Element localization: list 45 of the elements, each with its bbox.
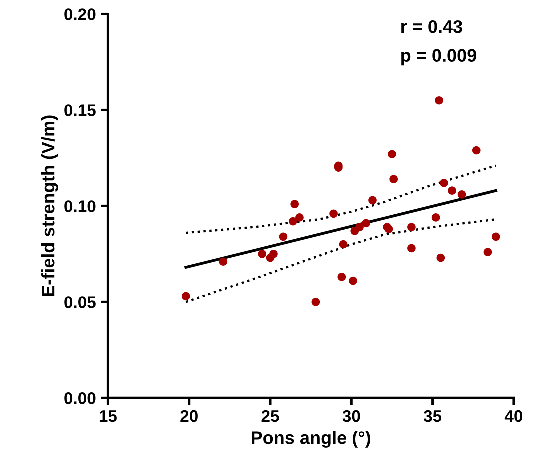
point	[492, 232, 500, 242]
point	[362, 219, 370, 228]
y-axis-title: E-field strength (V/m)	[41, 116, 58, 296]
point	[458, 190, 466, 199]
y-tick-label: 0.00	[64, 392, 96, 404]
y-tick-label: 0.05	[64, 296, 96, 308]
point	[484, 248, 492, 256]
x-tick-label: 25	[262, 410, 280, 422]
point	[448, 186, 456, 195]
point	[388, 150, 396, 159]
point	[289, 217, 298, 226]
point	[349, 276, 358, 286]
annotation: p = 0.009	[402, 49, 476, 66]
point	[330, 210, 338, 218]
y-tick-label: 0.20	[64, 8, 96, 20]
y-tick-label: 0.15	[64, 104, 96, 116]
line-series	[184, 164, 498, 234]
x-tick-label: 15	[100, 410, 118, 422]
point	[182, 292, 190, 301]
point	[356, 223, 364, 232]
point	[279, 232, 288, 242]
x-tick-label: 30	[342, 410, 360, 422]
x-tick-label: 35	[424, 410, 442, 422]
x-tick-label: 20	[180, 410, 198, 422]
point	[338, 273, 346, 282]
point	[258, 250, 267, 258]
point	[436, 254, 446, 262]
point	[270, 250, 278, 258]
annotation: r = 0.43	[402, 20, 462, 34]
point	[440, 178, 448, 188]
point	[339, 240, 348, 249]
point	[408, 244, 416, 253]
point	[219, 258, 228, 266]
point	[408, 223, 416, 232]
point	[312, 298, 320, 306]
point	[296, 214, 304, 222]
point	[472, 146, 481, 155]
y-tick-label: 0.10	[64, 200, 96, 212]
point	[368, 196, 377, 205]
point	[290, 200, 300, 208]
point	[390, 175, 398, 184]
x-tick-label: 40	[504, 410, 523, 422]
x-axis-title: Pons angle (°)	[252, 431, 370, 448]
point	[435, 96, 444, 105]
point	[432, 214, 440, 222]
